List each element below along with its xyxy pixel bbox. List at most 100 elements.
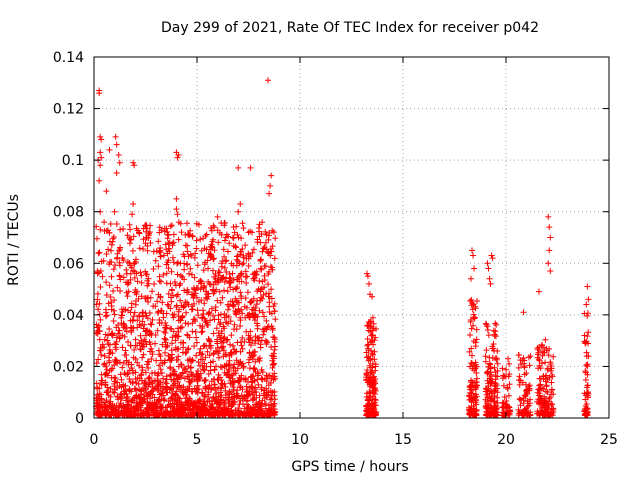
data-point — [230, 365, 237, 372]
data-point — [140, 411, 147, 418]
data-point — [238, 342, 245, 349]
data-point — [123, 289, 130, 296]
data-point — [118, 410, 125, 417]
data-point — [364, 273, 371, 280]
data-point — [229, 234, 236, 241]
data-point — [258, 402, 265, 409]
data-point — [270, 400, 277, 407]
data-point — [538, 360, 545, 367]
data-point — [245, 250, 252, 257]
data-point — [103, 251, 110, 258]
data-point — [124, 279, 131, 286]
data-point — [112, 356, 119, 363]
data-point — [103, 312, 110, 319]
data-point — [164, 235, 171, 242]
data-point — [143, 228, 150, 235]
data-point — [187, 227, 194, 234]
data-point — [189, 320, 196, 327]
data-point — [245, 359, 252, 366]
data-point — [153, 248, 160, 255]
data-point — [139, 310, 146, 317]
data-point — [234, 258, 241, 265]
data-point — [117, 359, 124, 366]
data-point — [198, 329, 205, 336]
data-point — [584, 333, 591, 340]
data-point — [142, 338, 149, 345]
data-point — [152, 377, 159, 384]
data-point — [117, 246, 124, 253]
data-point — [226, 368, 233, 375]
data-point — [144, 247, 151, 254]
data-point — [238, 235, 245, 242]
data-point — [133, 379, 140, 386]
data-point — [142, 222, 149, 229]
data-point — [142, 379, 149, 386]
data-point — [157, 253, 164, 260]
data-point — [536, 375, 543, 382]
data-point — [95, 250, 102, 257]
data-point — [492, 376, 499, 383]
data-point — [190, 294, 197, 301]
data-point — [124, 401, 131, 408]
data-point — [193, 339, 200, 346]
data-point — [259, 248, 266, 255]
data-point — [210, 412, 217, 419]
data-point — [226, 280, 233, 287]
marks-layer — [93, 77, 592, 419]
data-point — [106, 403, 113, 410]
data-point — [472, 383, 479, 390]
data-point — [161, 335, 168, 342]
data-point — [132, 336, 139, 343]
data-point — [159, 299, 166, 306]
data-point — [237, 200, 244, 207]
data-point — [193, 284, 200, 291]
data-point — [369, 337, 376, 344]
data-point — [178, 229, 185, 236]
data-point — [233, 308, 240, 315]
data-point — [121, 369, 128, 376]
data-point — [178, 361, 185, 368]
data-point — [168, 268, 175, 275]
data-point — [585, 394, 592, 401]
data-point — [363, 402, 370, 409]
data-point — [157, 278, 164, 285]
data-point — [537, 365, 544, 372]
data-point — [136, 230, 143, 237]
data-point — [491, 364, 498, 371]
data-point — [102, 412, 109, 419]
data-point — [144, 393, 151, 400]
data-point — [163, 280, 170, 287]
data-point — [96, 249, 103, 256]
data-point — [150, 248, 157, 255]
data-point — [483, 411, 490, 418]
data-point — [185, 385, 192, 392]
data-point — [182, 350, 189, 357]
data-point — [368, 369, 375, 376]
data-point — [169, 254, 176, 261]
data-point — [187, 412, 194, 419]
plot-border — [93, 56, 610, 419]
data-point — [206, 382, 213, 389]
data-point — [105, 246, 112, 253]
data-point — [120, 306, 127, 313]
data-point — [486, 275, 493, 282]
data-point — [470, 390, 477, 397]
data-point — [190, 286, 197, 293]
data-point — [165, 245, 172, 252]
data-point — [517, 402, 524, 409]
data-point — [155, 263, 162, 270]
data-point — [132, 356, 139, 363]
data-point — [157, 366, 164, 373]
data-point — [235, 164, 242, 171]
data-point — [255, 337, 262, 344]
data-point — [128, 405, 135, 412]
data-point — [146, 348, 153, 355]
data-point — [170, 314, 177, 321]
data-point — [191, 316, 198, 323]
data-point — [122, 347, 129, 354]
data-point — [169, 405, 176, 412]
data-point — [250, 372, 257, 379]
data-point — [270, 303, 277, 310]
data-point — [113, 170, 120, 177]
data-point — [581, 310, 588, 317]
